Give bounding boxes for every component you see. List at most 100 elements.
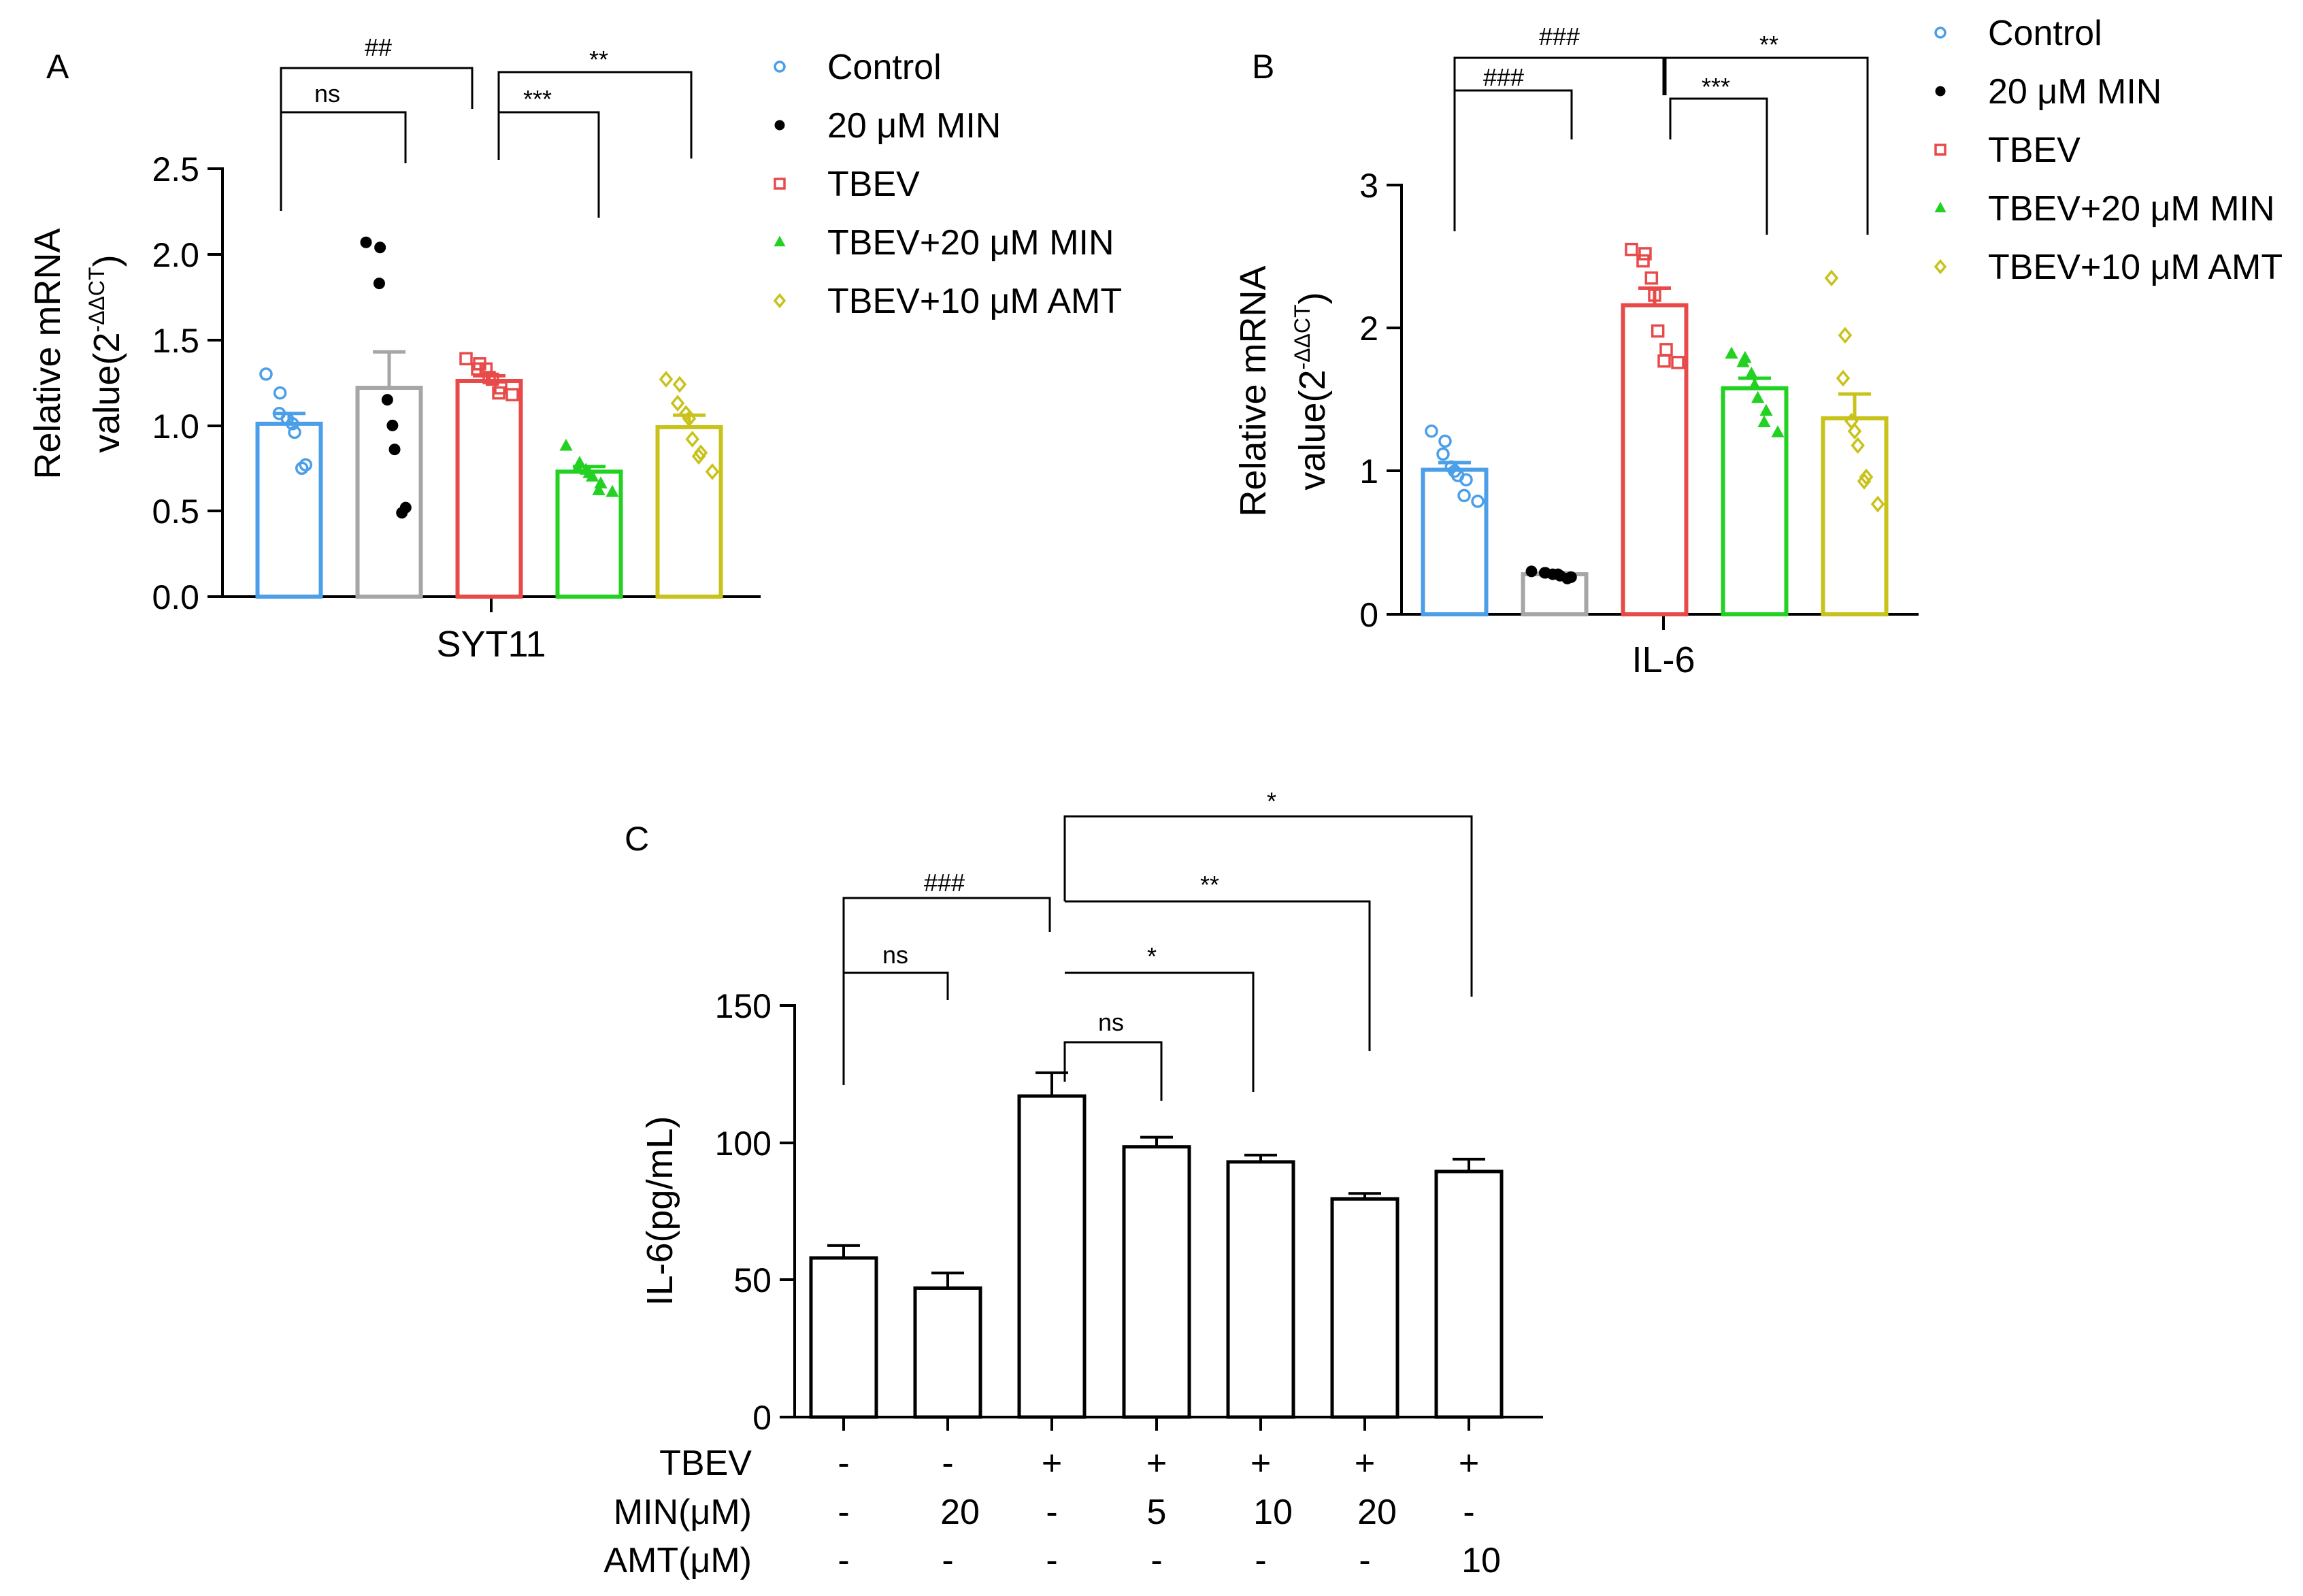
panel-c-sig-label: ns: [882, 941, 908, 969]
data-point: [373, 278, 385, 290]
panel-a-legend: Control 20 μM MIN TBEV TBEV+20 μM MIN TBEV+1…: [773, 48, 1122, 321]
data-point: [360, 236, 372, 248]
data-point: [1525, 565, 1538, 578]
data-point: [482, 371, 496, 384]
data-point: [1824, 269, 1839, 287]
treatment-row-label: AMT(μM): [603, 1541, 752, 1580]
data-point: [672, 376, 687, 393]
panel-c-sig-label: *: [1147, 942, 1157, 970]
data-point: [1836, 369, 1851, 387]
panel-a-significance: ## ns ** ***: [280, 33, 693, 218]
panel-a-sig-label: **: [589, 46, 608, 73]
panel-b-y-title: Relative mRNA value(2-ΔΔCT): [1233, 265, 1333, 516]
bar: [1122, 1145, 1191, 1419]
treatment-cell: 10: [1461, 1541, 1501, 1580]
bar: [1421, 467, 1489, 617]
data-point: [492, 386, 506, 400]
data-point: [259, 367, 273, 381]
panel-a-bracket: [280, 67, 474, 211]
data-point: [1638, 247, 1652, 261]
treatment-cell: -: [1046, 1541, 1057, 1580]
legend-marker-icon: [773, 293, 786, 309]
panel-a-category-label: SYT11: [436, 624, 546, 665]
panel-b-y-title-prefix: value(2: [1292, 369, 1333, 490]
panel-b-significance: ### ### ** ***: [1453, 22, 1869, 235]
data-point: [1838, 327, 1853, 344]
panel-c-bracket: [1063, 1041, 1163, 1101]
treatment-cell: -: [1255, 1541, 1266, 1580]
data-point: [586, 469, 599, 482]
data-point: [506, 388, 519, 401]
data-point: [1725, 346, 1738, 359]
data-point: [592, 483, 606, 495]
panel-c-bracket: [1065, 971, 1255, 1092]
data-point: [471, 362, 484, 376]
legend-marker-icon: [1934, 27, 1946, 39]
panel-b-category-label: IL-6: [1631, 639, 1695, 680]
panel-b-legend: Control 20 μM MIN TBEV TBEV+20 μM MIN TBEV+1…: [1934, 14, 2283, 287]
panel-c-y-title: IL-6(pg/mL): [640, 1116, 680, 1306]
treatment-cell: -: [838, 1493, 849, 1532]
legend-marker-icon: [774, 61, 786, 73]
panel-c-ytick-label: 0: [752, 1399, 772, 1437]
data-point: [1459, 473, 1473, 487]
data-point: [1471, 495, 1485, 508]
bar: [1721, 386, 1789, 616]
panel-c-bracket: [1063, 815, 1473, 997]
legend-marker-icon: [1934, 259, 1947, 275]
treatment-cell: 20: [940, 1493, 980, 1532]
data-point: [1851, 437, 1865, 454]
panel-b-sig-label: ***: [1702, 73, 1730, 101]
bar: [255, 421, 323, 599]
data-point: [1636, 254, 1650, 268]
panel-c-letter: C: [625, 820, 649, 858]
data-point: [1671, 356, 1685, 369]
panel-b-y-title-sup: -ΔΔCT: [1290, 304, 1314, 369]
legend-marker-icon: [774, 235, 786, 247]
treatment-row-label: TBEV: [659, 1444, 752, 1483]
data-point: [485, 372, 499, 386]
panel-b-sig-label: **: [1759, 31, 1778, 59]
panel-c-ytick-label: 150: [715, 987, 772, 1025]
bar: [1017, 1094, 1087, 1419]
panel-a-bracket: [499, 111, 600, 218]
bar: [809, 1256, 878, 1419]
data-point: [1736, 355, 1750, 367]
data-point: [705, 463, 720, 480]
treatment-cell: 10: [1253, 1493, 1293, 1532]
panel-c-ytick-label: 100: [715, 1125, 772, 1163]
data-point: [1659, 343, 1673, 356]
data-point: [1457, 488, 1471, 503]
panel-b-bracket: [1453, 56, 1665, 231]
legend-label: Control: [1988, 14, 2102, 53]
data-point: [1870, 495, 1885, 513]
legend-label: TBEV: [827, 165, 920, 204]
panel-b-letter: B: [1252, 48, 1274, 86]
data-point: [273, 386, 287, 400]
data-point: [1859, 468, 1874, 486]
treatment-cell: +: [1459, 1444, 1479, 1483]
treatment-cell: 20: [1357, 1493, 1397, 1532]
treatment-cell: -: [1046, 1493, 1057, 1532]
legend-label: Control: [827, 48, 942, 87]
panel-b-ytick-label: 3: [1359, 167, 1378, 205]
legend-label: TBEV+20 μM MIN: [1988, 189, 2275, 229]
panel-c-y-ticks: 150 100 50 0: [715, 987, 795, 1437]
legend-marker-icon: [774, 178, 786, 190]
data-point: [288, 425, 301, 439]
panel-a-y-title-line1: Relative mRNA: [27, 228, 68, 479]
data-point: [1425, 425, 1438, 438]
panel-c-bracket: [1065, 900, 1371, 1051]
panel-b-sig-label: ###: [1483, 63, 1524, 91]
treatment-cell: 5: [1147, 1493, 1167, 1532]
panel-c-sig-label: ###: [924, 869, 965, 897]
data-point: [606, 484, 619, 497]
panel-c-ytick-label: 50: [733, 1261, 772, 1299]
bar: [1621, 303, 1689, 616]
panel-c-sig-label: **: [1200, 871, 1219, 899]
data-point: [659, 371, 674, 388]
legend-label: 20 μM MIN: [827, 106, 1001, 146]
treatment-row-label: MIN(μM): [614, 1493, 752, 1532]
treatment-cell: -: [838, 1541, 849, 1580]
